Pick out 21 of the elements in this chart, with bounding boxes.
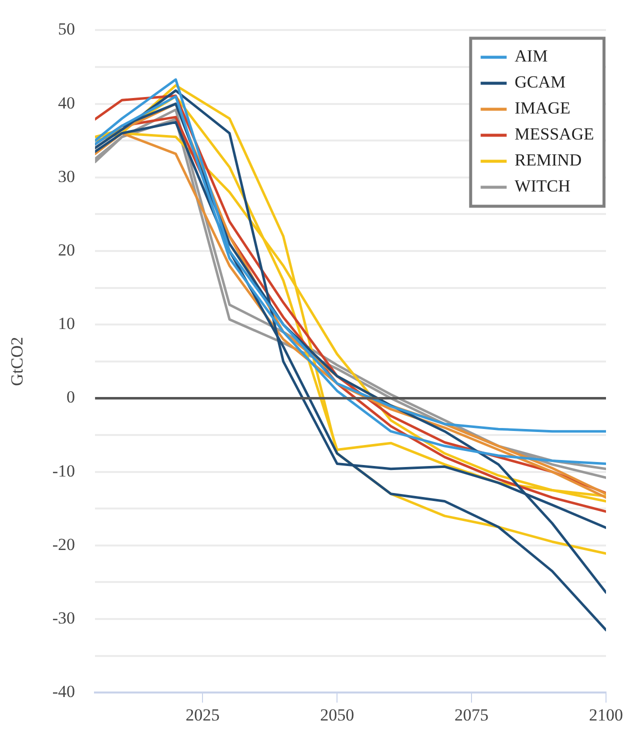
y-tick-label: 20 [58,240,76,260]
y-axis-title: GtCO2 [8,336,27,386]
x-tick-label: 2025 [186,705,220,724]
y-tick-label: 30 [58,166,76,186]
legend-label: WITCH [514,176,570,196]
legend-label: IMAGE [514,98,570,118]
y-tick-label: -40 [52,682,76,702]
x-tick-label: 2075 [454,705,489,724]
x-tick-label: 2100 [589,705,623,724]
legend-label: AIM [514,46,548,66]
y-tick-label: -30 [52,608,76,628]
y-tick-label: 0 [66,388,76,407]
y-tick-label: 10 [58,314,76,334]
y-tick-label: 50 [58,20,76,39]
y-tick-label: 40 [58,93,76,112]
x-tick-label: 2050 [320,705,354,724]
legend-label: GCAM [514,72,566,92]
y-tick-label: -20 [52,534,76,554]
y-tick-label: -10 [52,461,76,480]
legend-label: REMIND [514,150,582,170]
legend-label: MESSAGE [514,124,594,144]
